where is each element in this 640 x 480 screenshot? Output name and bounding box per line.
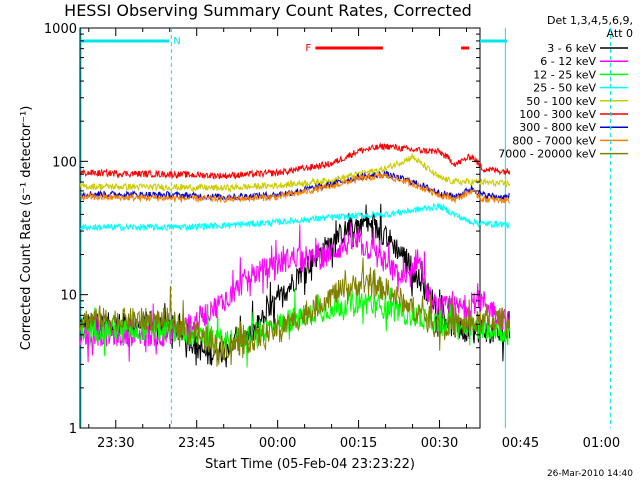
y-axis-label: Corrected Count Rate (s⁻¹ detector⁻¹) xyxy=(19,106,34,351)
x-tick-label-4: 00:30 xyxy=(421,436,458,451)
plot-frame xyxy=(79,27,481,429)
series-3 xyxy=(79,202,510,232)
series-line-4 xyxy=(79,152,511,193)
x-axis-label: Start Time (05-Feb-04 23:23:22) xyxy=(205,457,415,472)
legend-label-3: 25 - 50 keV xyxy=(533,82,596,95)
x-tick-label-6: 01:00 xyxy=(583,436,620,451)
series-line-3 xyxy=(79,202,510,232)
series-line-5 xyxy=(79,141,511,180)
y-tick-label-3: 1000 xyxy=(44,22,77,37)
flare-label-2: F xyxy=(305,43,311,54)
x-tick-label-3: 00:15 xyxy=(340,436,377,451)
series-2 xyxy=(79,287,511,368)
series-line-1 xyxy=(79,222,511,363)
axes: 1 10 100 1000 23:30 23:45 00:00 00:15 00:30 00:45… xyxy=(44,22,620,451)
series-7 xyxy=(79,172,511,204)
legend-label-6: 300 - 800 keV xyxy=(519,121,596,134)
legend-label-7: 800 - 7000 keV xyxy=(512,134,596,147)
x-tick-label-5: 00:45 xyxy=(502,436,539,451)
legend-detector-line-2: Att 0 xyxy=(607,27,633,40)
series-5 xyxy=(79,141,511,180)
series-1 xyxy=(79,222,511,363)
series-line-7 xyxy=(79,172,511,204)
legend-label-8: 7000 - 20000 keV xyxy=(498,148,596,161)
y-tick-label-1: 10 xyxy=(60,289,77,304)
series-line-8 xyxy=(79,257,511,367)
y-tick-label-0: 1 xyxy=(69,422,77,437)
legend-label-4: 50 - 100 keV xyxy=(526,95,596,108)
series-line-2 xyxy=(79,287,511,368)
night-label-0: N xyxy=(173,36,180,47)
series-8 xyxy=(79,257,511,367)
series-layer xyxy=(79,141,511,368)
x-tick-label-0: 23:30 xyxy=(97,436,134,451)
series-4 xyxy=(79,152,511,193)
legend-label-0: 3 - 6 keV xyxy=(547,42,596,55)
legend-detector-line-1: Det 1,3,4,5,6,9, xyxy=(547,14,633,27)
footer-timestamp: 26-Mar-2010 14:40 xyxy=(547,469,633,479)
legend-label-5: 100 - 300 keV xyxy=(519,108,596,121)
chart-title: HESSI Observing Summary Count Rates, Cor… xyxy=(64,1,472,20)
legend-label-2: 12 - 25 keV xyxy=(533,68,596,81)
x-tick-label-1: 23:45 xyxy=(178,436,215,451)
legend-label-1: 6 - 12 keV xyxy=(540,55,596,68)
y-tick-label-2: 100 xyxy=(52,155,77,170)
x-tick-label-2: 00:00 xyxy=(259,436,296,451)
